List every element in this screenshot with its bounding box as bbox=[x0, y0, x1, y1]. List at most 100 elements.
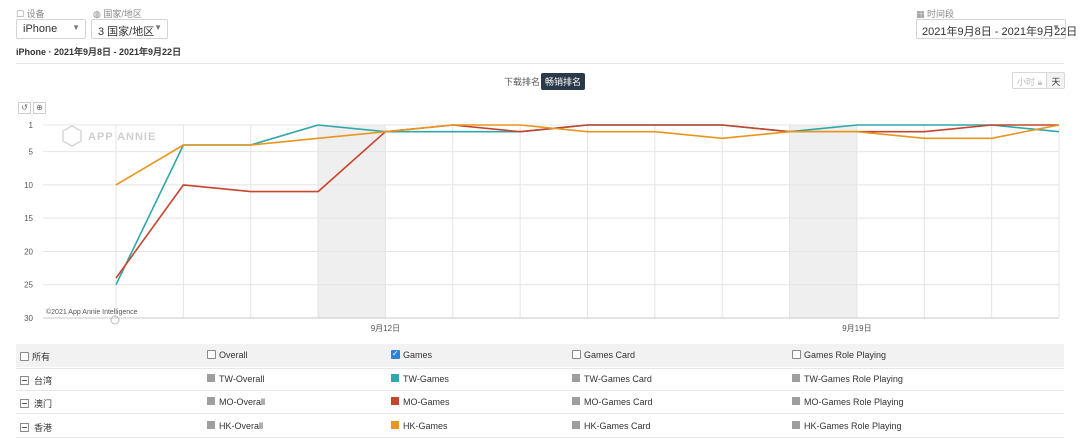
legend-divider bbox=[16, 390, 1064, 391]
series-line-hk-games bbox=[115, 124, 1060, 186]
checkbox-icon[interactable] bbox=[207, 350, 216, 359]
time-range-select[interactable]: 2021年9月8日 - 2021年9月22日 ▼ bbox=[916, 19, 1077, 39]
weekend-band bbox=[789, 125, 857, 318]
legend-item[interactable]: MO-Games bbox=[391, 397, 450, 407]
legend-item[interactable]: TW-Overall bbox=[207, 374, 264, 384]
x-tick-label: 9月19日 bbox=[842, 324, 871, 333]
country-select[interactable]: 3 国家/地区 ▼ bbox=[91, 19, 168, 39]
scroll-handle[interactable] bbox=[110, 315, 120, 325]
report-subtitle: iPhone · 2021年9月8日 - 2021年9月22日 bbox=[16, 47, 182, 57]
legend-header-label: Games Role Playing bbox=[804, 350, 887, 360]
legend-swatch-icon bbox=[391, 397, 399, 405]
granularity-hour-button[interactable]: 小时 🔒︎ bbox=[1017, 77, 1043, 87]
legend-item[interactable]: MO-Games Role Playing bbox=[792, 397, 904, 407]
reset-zoom-icon[interactable]: ↺ bbox=[18, 102, 31, 114]
y-tick-label: 15 bbox=[24, 214, 33, 223]
y-tick-label: 30 bbox=[24, 314, 33, 323]
legend-item[interactable]: MO-Overall bbox=[207, 397, 265, 407]
copyright-text: ©2021 App Annie Intelligence bbox=[46, 308, 138, 316]
legend-swatch-icon bbox=[207, 374, 215, 382]
legend-header-1[interactable]: Overall bbox=[207, 350, 248, 360]
calendar-icon: ▦ bbox=[916, 9, 925, 19]
legend-item[interactable]: HK-Games Role Playing bbox=[792, 421, 902, 431]
country-label: ◍ 国家/地区 bbox=[93, 9, 142, 19]
zoom-icon[interactable]: ⊕ bbox=[33, 102, 46, 114]
legend-swatch-icon bbox=[572, 374, 580, 382]
weekend-band bbox=[318, 125, 386, 318]
legend-item-label: MO-Games Role Playing bbox=[804, 397, 904, 407]
legend-swatch-icon bbox=[207, 397, 215, 405]
time-label: ▦ 时间段 bbox=[916, 9, 955, 19]
tab-grossing-rank[interactable]: 畅销排名 bbox=[541, 73, 586, 90]
device-icon: ☐ bbox=[16, 9, 25, 19]
legend-header-0[interactable]: 所有 bbox=[20, 350, 50, 363]
legend-swatch-icon bbox=[792, 374, 800, 382]
legend-item[interactable]: MO-Games Card bbox=[572, 397, 653, 407]
legend-header bbox=[16, 344, 1064, 367]
legend-item-label: TW-Games bbox=[403, 374, 449, 384]
legend-swatch-icon bbox=[207, 421, 215, 429]
legend-swatch-icon bbox=[391, 374, 399, 382]
series-line-mo-games bbox=[115, 124, 1059, 279]
x-tick-label: 9月12日 bbox=[371, 324, 400, 333]
checkbox-icon[interactable] bbox=[792, 350, 801, 359]
granularity-toggle: 小时 🔒︎ 天 bbox=[1012, 72, 1066, 89]
checkbox-icon[interactable] bbox=[391, 349, 400, 359]
legend-item-label: HK-Overall bbox=[219, 421, 264, 431]
legend-header-4[interactable]: Games Role Playing bbox=[792, 350, 886, 360]
legend-item-label: HK-Games Role Playing bbox=[804, 421, 902, 431]
legend-swatch-icon bbox=[572, 421, 580, 429]
checkbox-icon[interactable] bbox=[20, 352, 29, 361]
legend-item[interactable]: HK-Games bbox=[391, 421, 448, 431]
legend-item-label: MO-Games bbox=[403, 397, 450, 407]
legend-item-label: MO-Overall bbox=[219, 397, 266, 407]
legend-region-row[interactable]: 台湾 bbox=[20, 374, 52, 387]
legend-divider bbox=[16, 368, 1064, 369]
y-tick-label: 1 bbox=[29, 121, 34, 130]
legend-item[interactable]: TW-Games Role Playing bbox=[792, 374, 903, 384]
collapse-icon[interactable] bbox=[20, 399, 29, 408]
legend-item-label: HK-Games bbox=[403, 421, 448, 431]
globe-icon: ◍ bbox=[93, 9, 101, 19]
region-label: 澳门 bbox=[34, 399, 53, 409]
legend-header-label: Games bbox=[403, 350, 433, 360]
chevron-down-icon: ▼ bbox=[1052, 23, 1060, 32]
watermark: APP ANNIE bbox=[62, 125, 156, 147]
legend-swatch-icon bbox=[792, 421, 800, 429]
legend-region-row[interactable]: 香港 bbox=[20, 421, 52, 434]
legend-swatch-icon bbox=[572, 397, 580, 405]
legend-item[interactable]: TW-Games bbox=[391, 374, 449, 384]
legend-item-label: TW-Overall bbox=[219, 374, 265, 384]
divider bbox=[16, 63, 1064, 64]
y-tick-label: 10 bbox=[24, 181, 33, 190]
legend-divider bbox=[16, 413, 1064, 414]
y-tick-label: 20 bbox=[24, 247, 33, 256]
collapse-icon[interactable] bbox=[20, 376, 29, 385]
tab-downloads-rank[interactable]: 下载排名 bbox=[504, 77, 541, 87]
legend-item[interactable]: HK-Overall bbox=[207, 421, 263, 431]
legend-item-label: TW-Games Card bbox=[584, 374, 652, 384]
legend-item[interactable]: HK-Games Card bbox=[572, 421, 651, 431]
legend-region-row[interactable]: 澳门 bbox=[20, 397, 52, 410]
collapse-icon[interactable] bbox=[20, 423, 29, 432]
region-label: 台湾 bbox=[34, 376, 53, 386]
y-tick-label: 5 bbox=[29, 148, 34, 157]
app-annie-logo-icon bbox=[62, 125, 82, 147]
legend-header-2[interactable]: Games bbox=[391, 349, 433, 360]
checkbox-icon[interactable] bbox=[572, 350, 581, 359]
legend-header-label: Overall bbox=[219, 350, 248, 360]
legend-swatch-icon bbox=[792, 397, 800, 405]
chevron-down-icon: ▼ bbox=[154, 23, 162, 32]
region-label: 香港 bbox=[34, 423, 53, 433]
chevron-down-icon: ▼ bbox=[72, 23, 80, 32]
legend-item-label: TW-Games Role Playing bbox=[804, 374, 903, 384]
watermark-text: APP ANNIE bbox=[88, 131, 156, 143]
y-tick-label: 25 bbox=[24, 281, 33, 290]
legend-header-3[interactable]: Games Card bbox=[572, 350, 635, 360]
legend-item[interactable]: TW-Games Card bbox=[572, 374, 652, 384]
device-select[interactable]: iPhone ▼ bbox=[16, 19, 86, 39]
granularity-day-button[interactable]: 天 bbox=[1046, 73, 1065, 88]
legend-item-label: MO-Games Card bbox=[584, 397, 653, 407]
legend-header-label: 所有 bbox=[32, 352, 51, 362]
